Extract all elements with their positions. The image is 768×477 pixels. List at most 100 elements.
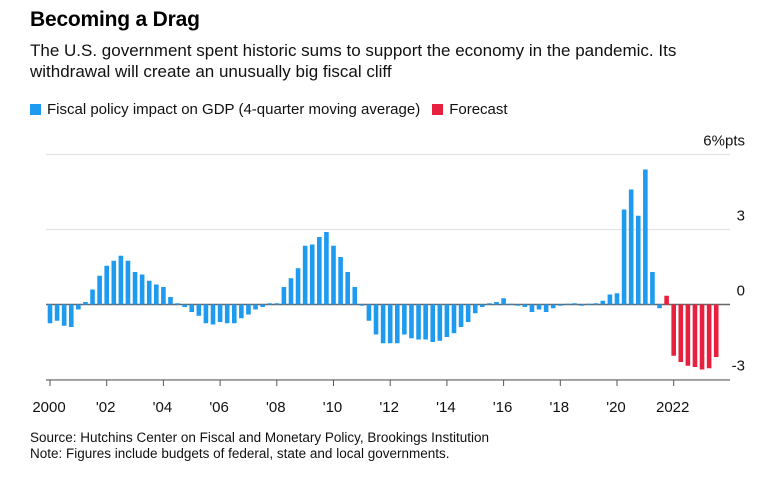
y-tick-label: 3 (737, 208, 745, 225)
bar-actual (309, 244, 315, 305)
legend: Fiscal policy impact on GDP (4-quarter m… (30, 101, 520, 118)
bar-forecast (692, 304, 698, 367)
bar-actual (635, 215, 641, 305)
bar-actual (366, 304, 372, 321)
bar-actual (47, 304, 53, 324)
bar-actual (281, 287, 287, 305)
bar-actual (83, 302, 88, 305)
chart-title: Becoming a Drag (30, 8, 200, 31)
bar-actual (203, 304, 209, 324)
bar-actual (643, 169, 648, 305)
bar-actual (416, 304, 421, 340)
bar-actual (579, 304, 584, 306)
x-tick-label: '08 (266, 399, 286, 416)
bar-actual (317, 237, 322, 305)
bar-actual (536, 304, 542, 310)
bar-actual (472, 304, 478, 314)
bar-actual (515, 304, 521, 306)
bar-actual (111, 260, 117, 305)
legend-swatch-forecast (432, 104, 444, 115)
bar-forecast (671, 304, 676, 356)
bars (47, 169, 719, 370)
bar-actual (501, 298, 506, 305)
bar-actual (614, 293, 620, 305)
x-tick-label: '18 (550, 399, 570, 416)
bar-actual (402, 304, 407, 335)
legend-swatch-actual (30, 104, 41, 115)
bar-actual (274, 303, 280, 305)
bar-actual (154, 284, 159, 305)
bar-actual (168, 297, 173, 305)
y-tick-label: -3 (732, 358, 745, 375)
bar-actual (288, 278, 294, 305)
bar-actual (189, 304, 195, 312)
bar-actual (331, 245, 336, 305)
bar-forecast (706, 304, 712, 369)
bar-actual (423, 304, 428, 340)
bar-actual (444, 304, 450, 337)
bar-forecast (685, 304, 691, 366)
bar-actual (508, 303, 513, 305)
bar-actual (302, 245, 308, 305)
bar-actual (253, 304, 258, 310)
bar-actual (558, 304, 563, 306)
bar-actual (175, 303, 180, 305)
bar-actual (295, 268, 301, 305)
bar-actual (409, 304, 414, 339)
legend-label-actual: Fiscal policy impact on GDP (4-quarter m… (47, 101, 421, 118)
bar-actual (586, 303, 591, 305)
bar-actual (260, 304, 265, 307)
bar-actual (458, 304, 464, 327)
bar-actual (657, 304, 662, 309)
bar-actual (465, 304, 471, 322)
bar-actual (246, 304, 251, 315)
x-tick-label: '06 (209, 399, 229, 416)
bar-actual (338, 257, 343, 305)
bar-actual (480, 304, 485, 307)
bar-forecast (678, 304, 684, 362)
bar-actual (182, 304, 187, 307)
bar-actual (373, 304, 379, 335)
bar-actual (54, 304, 60, 321)
bar-actual (196, 304, 202, 316)
bar-actual (550, 304, 556, 309)
x-tick-label: '04 (153, 399, 173, 416)
bar-actual (387, 304, 393, 344)
bar-actual (650, 272, 655, 305)
bar-actual (621, 209, 627, 305)
bar-actual (224, 304, 230, 324)
bar-actual (494, 302, 499, 305)
bar-actual (359, 304, 365, 306)
x-tick-label: '14 (436, 399, 456, 416)
x-tick-label: '10 (323, 399, 343, 416)
bar-actual (565, 303, 570, 305)
source-note: Source: Hutchins Center on Fiscal and Mo… (30, 430, 489, 445)
bar-forecast (713, 304, 719, 357)
bar-actual (97, 275, 102, 305)
bar-actual (437, 304, 443, 341)
bar-actual (217, 304, 223, 322)
bar-actual (345, 272, 350, 305)
y-tick-label: 0 (737, 283, 745, 300)
bar-actual (522, 304, 528, 307)
bar-actual (90, 289, 95, 305)
gridlines (46, 153, 730, 381)
bar-actual (487, 303, 492, 305)
footer: Source: Hutchins Center on Fiscal and Mo… (30, 430, 489, 462)
y-tick-label: 6%pts (703, 133, 745, 150)
bar-actual (324, 232, 329, 305)
axes: 6%pts 3 0 -3 2000 '02 '04 '06 '08 '10 '12 '14 '16 '18… (32, 133, 745, 417)
x-tick-label: 2000 (32, 399, 65, 416)
bar-actual (267, 303, 273, 305)
bar-actual (529, 304, 535, 312)
bar-actual (125, 260, 131, 305)
bar-actual (68, 304, 74, 327)
bar-forecast (699, 304, 705, 370)
bar-actual (210, 304, 216, 325)
chart-subtitle: The U.S. government spent historic sums … (30, 41, 677, 81)
x-tick-label: '12 (379, 399, 399, 416)
bar-actual (593, 303, 599, 305)
bar-actual (239, 304, 244, 319)
bar-actual (451, 304, 457, 334)
